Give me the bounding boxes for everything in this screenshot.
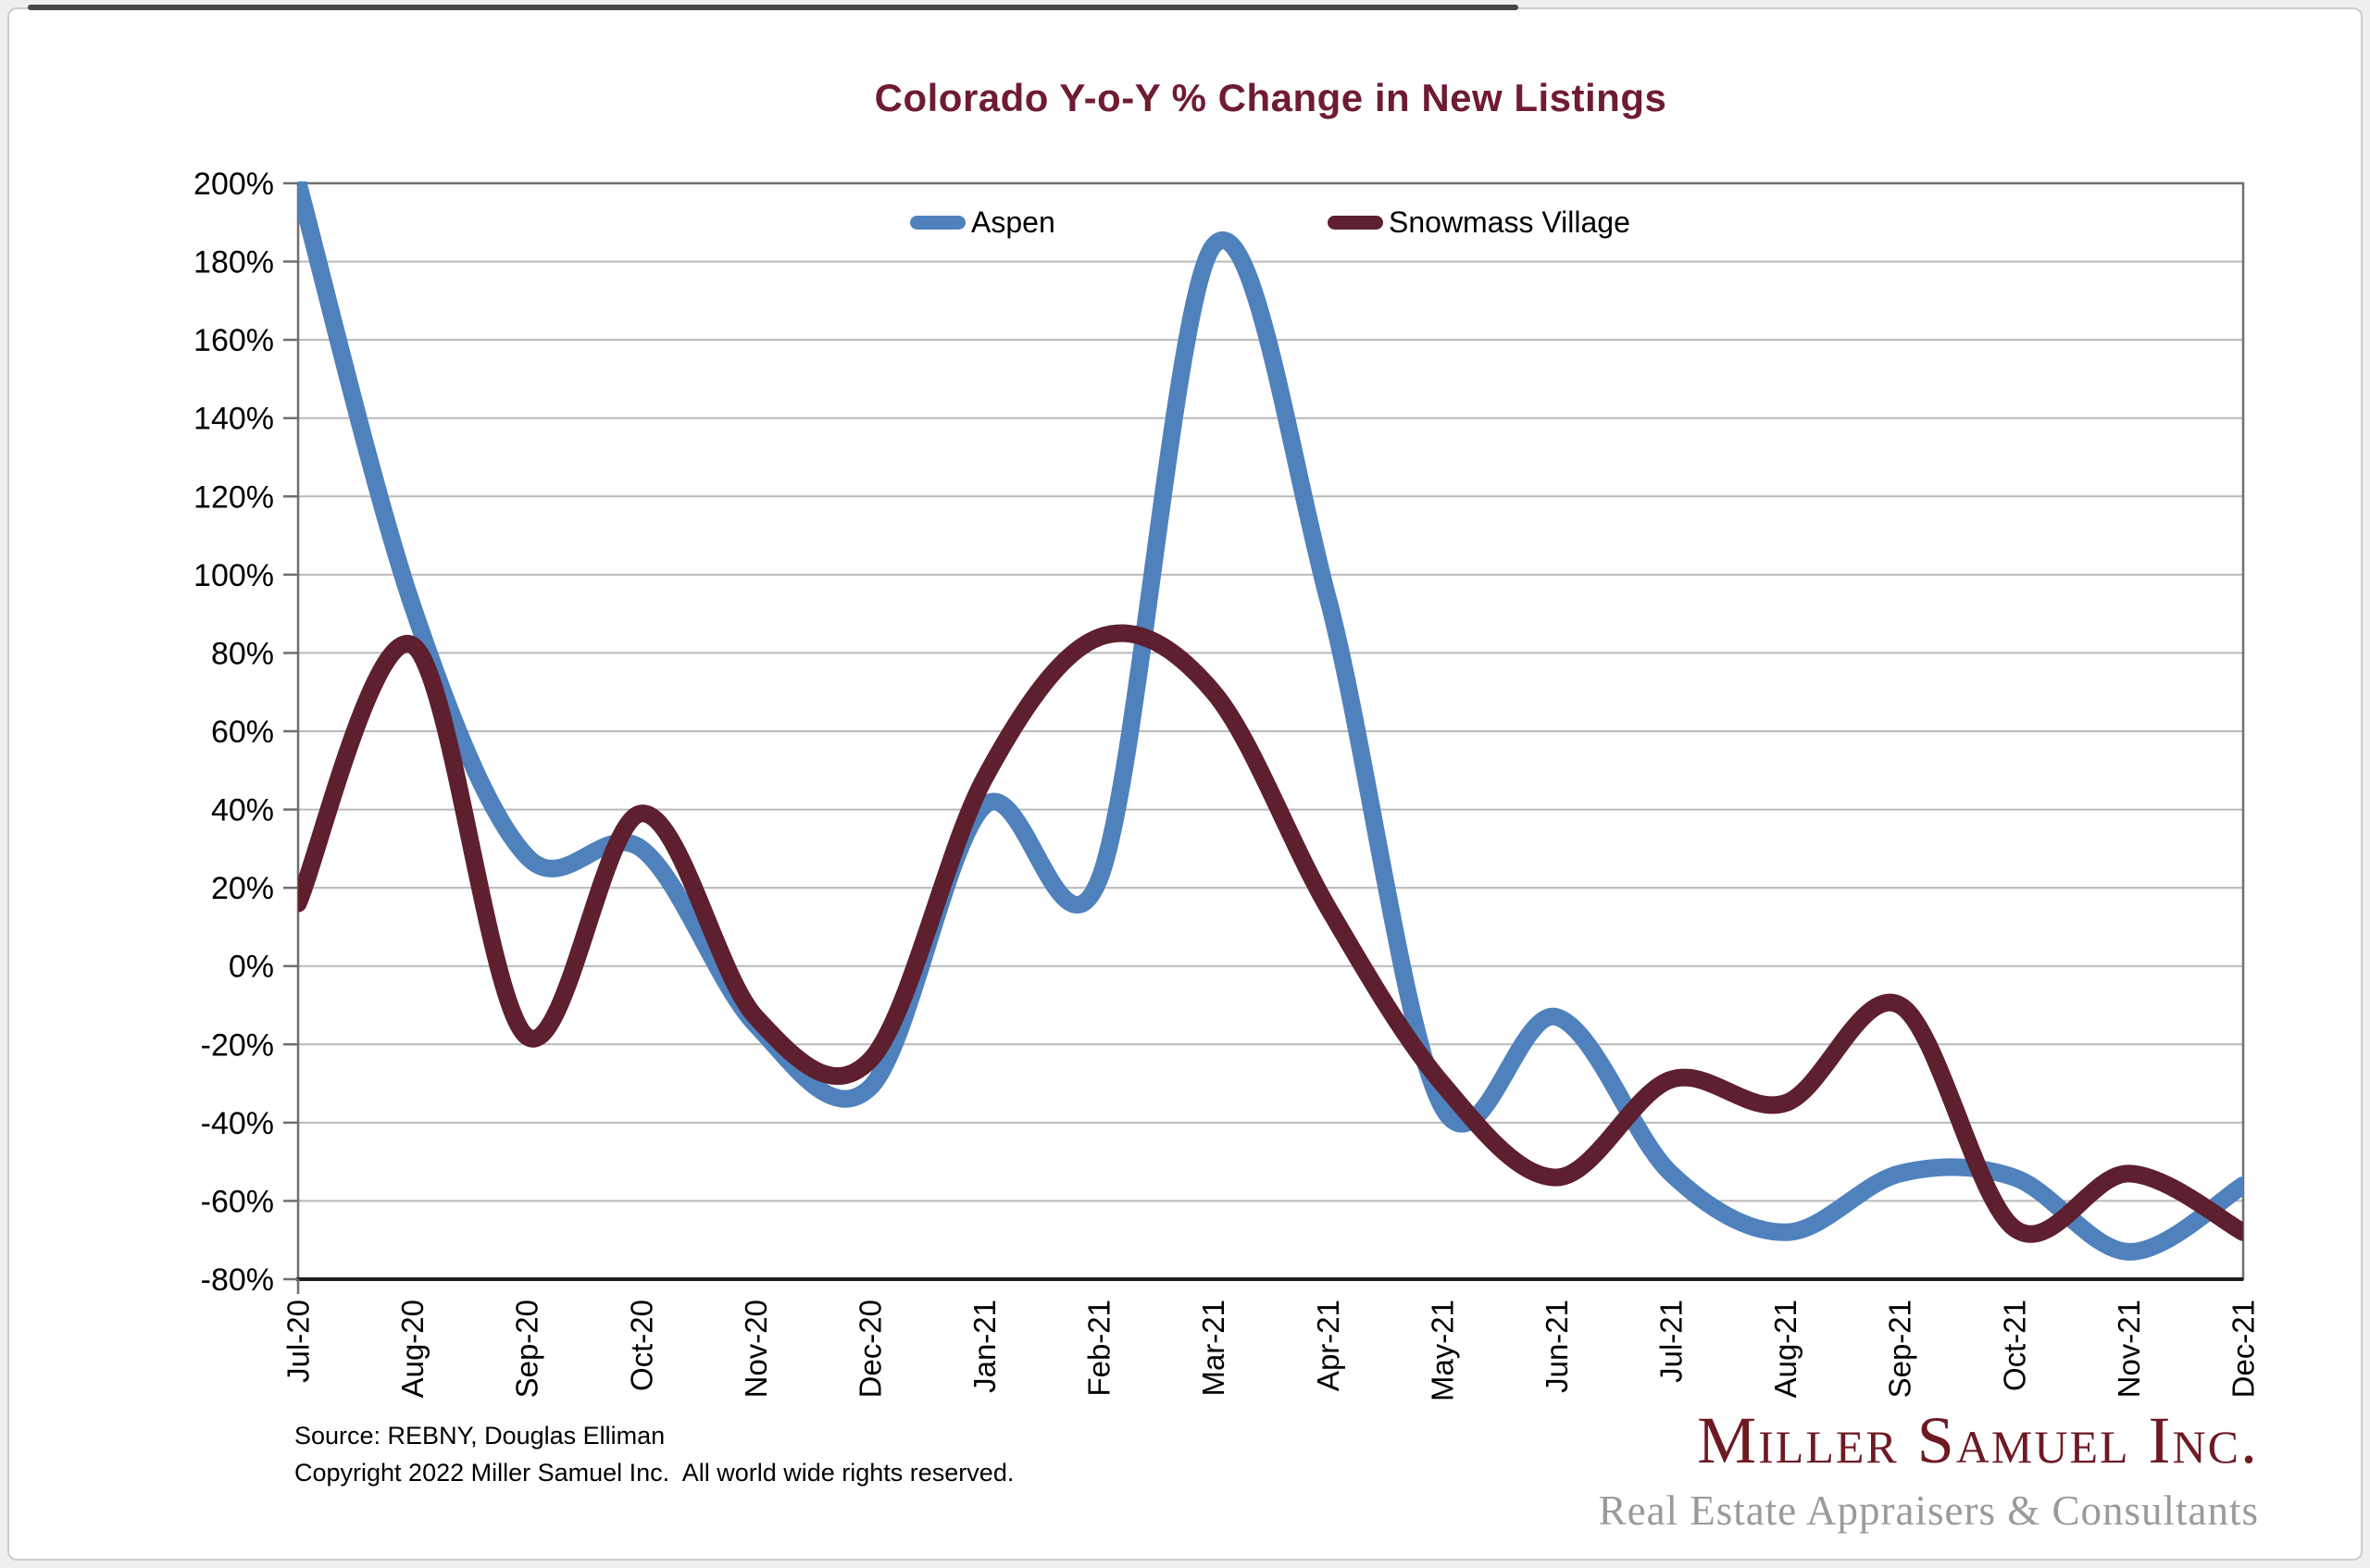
miller-samuel-logo: Miller Samuel Inc. bbox=[1697, 1403, 2259, 1477]
y-axis-label: -40% bbox=[201, 1106, 274, 1141]
copyright-note: Copyright 2022 Miller Samuel Inc. All wo… bbox=[294, 1459, 1015, 1487]
y-axis-label: 20% bbox=[211, 871, 274, 906]
aspen-legend-swatch-icon bbox=[910, 215, 966, 230]
y-axis-label: 60% bbox=[211, 715, 274, 750]
x-axis-label: Dec-20 bbox=[853, 1300, 887, 1398]
y-axis-label: 200% bbox=[193, 167, 274, 202]
y-axis-label: 80% bbox=[211, 636, 274, 671]
aspen-line bbox=[298, 181, 2243, 1261]
x-axis-label: Oct-21 bbox=[1997, 1300, 2031, 1391]
x-axis-label: Sep-21 bbox=[1883, 1300, 1917, 1398]
y-axis-label: -60% bbox=[201, 1184, 274, 1219]
y-axis-label: 40% bbox=[211, 793, 274, 828]
x-axis-label: Nov-21 bbox=[2112, 1300, 2146, 1398]
x-axis-label: Oct-20 bbox=[624, 1300, 658, 1391]
snowmass-line bbox=[298, 624, 2243, 1243]
y-axis-label: 100% bbox=[193, 558, 274, 593]
x-axis-label: Sep-20 bbox=[510, 1300, 544, 1398]
aspen-legend-label: Aspen bbox=[971, 205, 1055, 239]
chart-card bbox=[7, 7, 2363, 1561]
snowmass-legend-label: Snowmass Village bbox=[1389, 205, 1630, 239]
legend-item-snowmass[interactable]: Snowmass Village bbox=[1328, 205, 1630, 239]
y-axis-label: 120% bbox=[193, 479, 274, 515]
x-axis-label: Jul-20 bbox=[281, 1300, 316, 1383]
x-axis-label: Jan-21 bbox=[967, 1300, 1002, 1393]
x-axis-label: Apr-21 bbox=[1311, 1300, 1345, 1391]
x-axis-label: Aug-20 bbox=[395, 1300, 430, 1398]
x-axis-label: May-21 bbox=[1425, 1300, 1459, 1401]
x-axis-label: Dec-21 bbox=[2227, 1300, 2261, 1398]
window-edge-artifact bbox=[28, 5, 1518, 10]
x-axis-label: Feb-21 bbox=[1082, 1300, 1116, 1397]
y-axis-label: 0% bbox=[229, 950, 274, 985]
source-note: Source: REBNY, Douglas Elliman bbox=[294, 1422, 666, 1450]
snowmass-legend-swatch-icon bbox=[1328, 215, 1383, 230]
x-axis-label: Nov-20 bbox=[739, 1300, 773, 1398]
y-axis-label: -20% bbox=[201, 1027, 274, 1063]
y-axis-label: 160% bbox=[193, 323, 274, 358]
x-axis-label: Aug-21 bbox=[1768, 1300, 1802, 1398]
y-axis-label: 140% bbox=[193, 402, 274, 437]
y-axis-label: -80% bbox=[201, 1263, 274, 1298]
x-axis-label: Mar-21 bbox=[1196, 1300, 1230, 1397]
y-axis-label: 180% bbox=[193, 245, 274, 280]
chart-title: Colorado Y-o-Y % Change in New Listings bbox=[874, 76, 1667, 119]
x-axis-label: Jun-21 bbox=[1540, 1300, 1574, 1393]
x-axis-label: Jul-21 bbox=[1654, 1300, 1689, 1383]
legend-item-aspen[interactable]: Aspen bbox=[910, 205, 1055, 239]
logo-tagline: Real Estate Appraisers & Consultants bbox=[1598, 1487, 2259, 1534]
